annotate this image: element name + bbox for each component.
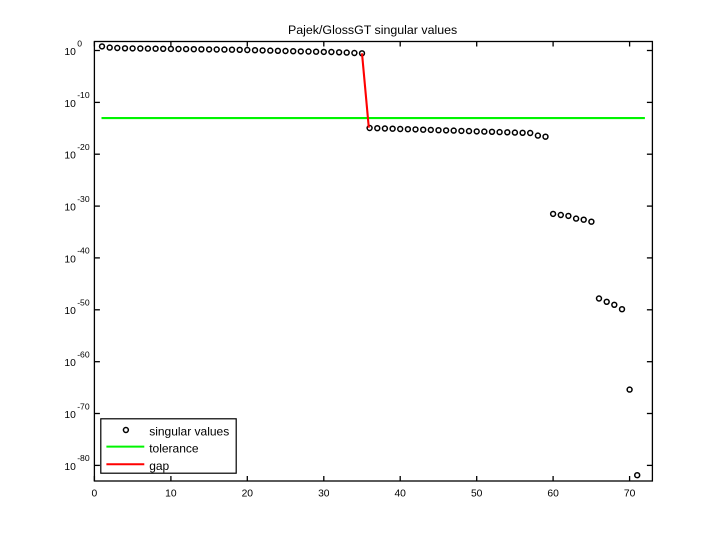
svg-text:30: 30 <box>318 489 330 500</box>
svg-text:0: 0 <box>77 38 82 48</box>
svg-text:10: 10 <box>64 306 76 317</box>
svg-text:10: 10 <box>64 462 76 473</box>
svg-text:0: 0 <box>92 489 98 500</box>
svg-text:70: 70 <box>624 489 636 500</box>
svg-text:10: 10 <box>64 151 76 162</box>
svg-text:10: 10 <box>64 358 76 369</box>
svg-text:tolerance: tolerance <box>149 442 199 456</box>
svg-text:40: 40 <box>394 489 406 500</box>
svg-text:-80: -80 <box>77 453 90 463</box>
svg-text:-60: -60 <box>77 350 90 360</box>
svg-text:10: 10 <box>64 99 76 110</box>
svg-text:10: 10 <box>64 254 76 265</box>
svg-text:-70: -70 <box>77 401 90 411</box>
svg-text:-30: -30 <box>77 194 90 204</box>
svg-text:singular values: singular values <box>149 424 229 438</box>
svg-text:50: 50 <box>471 489 483 500</box>
svg-text:10: 10 <box>64 47 76 58</box>
svg-text:60: 60 <box>547 489 559 500</box>
svg-text:10: 10 <box>165 489 177 500</box>
svg-text:-40: -40 <box>77 246 90 256</box>
svg-text:10: 10 <box>64 410 76 421</box>
svg-text:10: 10 <box>64 203 76 214</box>
svg-text:Pajek/GlossGT singular values: Pajek/GlossGT singular values <box>288 23 457 37</box>
svg-text:-50: -50 <box>77 298 90 308</box>
svg-text:20: 20 <box>242 489 254 500</box>
svg-text:gap: gap <box>149 459 169 473</box>
svg-text:-10: -10 <box>77 90 90 100</box>
svg-text:-20: -20 <box>77 142 90 152</box>
